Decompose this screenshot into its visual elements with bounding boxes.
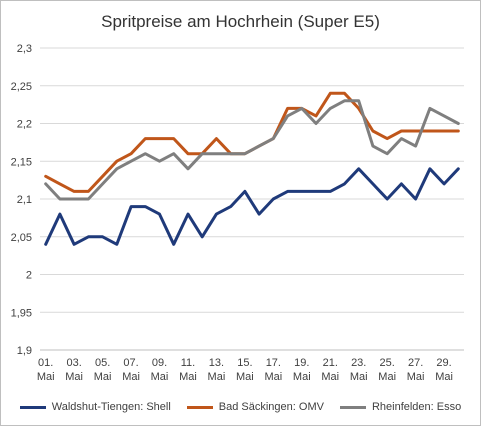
- x-tick-label: 09. Mai: [151, 357, 169, 383]
- legend-swatch: [339, 405, 366, 409]
- x-tick-label: 05. Mai: [94, 357, 112, 383]
- y-tick-label: 2: [26, 270, 32, 282]
- series-lines: [44, 91, 460, 246]
- x-axis: 01. Mai 03. Mai 05. Mai 07. Mai 09. Mai 11. Mai 13. M…: [37, 357, 453, 383]
- x-tick-label: 11. Mai: [179, 357, 197, 383]
- legend-item-1: Waldshut-Tiengen: Shell: [19, 398, 171, 416]
- x-tick-label: 27. Mai: [407, 357, 425, 383]
- series-line-3: [44, 99, 460, 201]
- legend-item-2: Bad Säckingen: OMV: [186, 398, 324, 416]
- y-tick-label: 2,2: [17, 119, 32, 131]
- y-tick-label: 2,1: [17, 194, 32, 206]
- legend-label: Rheinfelden: Esso: [371, 401, 462, 413]
- legend-label: Bad Säckingen: OMV: [218, 401, 324, 413]
- x-tick-label: 07. Mai: [122, 357, 140, 383]
- y-tick-label: 1,95: [11, 307, 32, 319]
- legend-label: Waldshut-Tiengen: Shell: [51, 401, 171, 413]
- chart-title: Spritpreise am Hochrhein (Super E5): [101, 12, 380, 31]
- x-tick-label: 13. Mai: [208, 357, 226, 383]
- series-line-1: [44, 167, 460, 246]
- legend-swatch: [186, 405, 213, 409]
- x-tick-label: 25. Mai: [378, 357, 396, 383]
- gridlines: [40, 47, 464, 351]
- x-tick-label: 29. Mai: [435, 357, 453, 383]
- x-tick-label: 03. Mai: [65, 357, 83, 383]
- y-tick-label: 2,25: [11, 81, 32, 93]
- x-tick-label: 15. Mai: [236, 357, 254, 383]
- x-tick-label: 19. Mai: [293, 357, 311, 383]
- x-tick-label: 21. Mai: [321, 357, 339, 383]
- legend-item-3: Rheinfelden: Esso: [339, 398, 462, 416]
- y-tick-label: 2,05: [11, 232, 32, 244]
- legend-swatch: [19, 405, 46, 409]
- y-tick-label: 2,15: [11, 156, 32, 168]
- y-tick-label: 1,9: [17, 345, 32, 357]
- legend: Waldshut-Tiengen: Shell Bad Säckingen: OM…: [0, 398, 481, 416]
- y-axis: 1,9 1,95 2 2,05 2,1 2,15 2,2 2,25 2,3: [11, 43, 32, 357]
- x-tick-label: 17. Mai: [264, 357, 282, 383]
- x-tick-label: 23. Mai: [350, 357, 368, 383]
- x-tick-label: 01. Mai: [37, 357, 55, 383]
- y-tick-label: 2,3: [17, 43, 32, 55]
